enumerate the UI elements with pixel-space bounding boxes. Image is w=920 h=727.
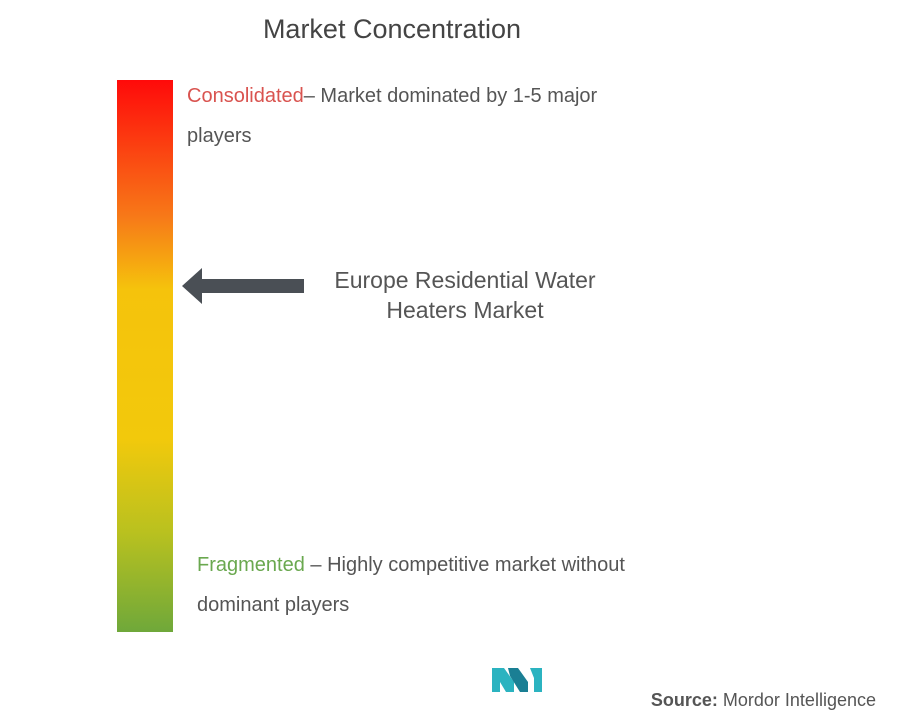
- title: Market Concentration: [262, 14, 522, 44]
- logo-left: [492, 668, 514, 692]
- concentration-gradient: [117, 80, 173, 632]
- logo-right: [530, 668, 542, 692]
- logo: [492, 668, 542, 692]
- logo-mid: [508, 668, 528, 692]
- consolidated-description: – Market dominated by 1-5 major players: [187, 85, 598, 147]
- source: Source: Mordor Intelligence: [651, 690, 876, 711]
- consolidated-label: Consolidated: [187, 85, 304, 107]
- source-name: Mordor Intelligence: [722, 690, 876, 710]
- source-label: Source:: [650, 690, 718, 710]
- arrow: [182, 268, 304, 304]
- arrow-shape: [182, 268, 304, 304]
- fragmented-label: Fragmented: [197, 554, 305, 576]
- market-label: Europe Residential Water Heaters Market: [334, 267, 596, 323]
- fragmented-description: – Highly competitive market without domi…: [197, 554, 625, 616]
- consolidated-note: Consolidated– Market dominated by 1-5 ma…: [187, 76, 657, 156]
- fragmented-note: Fragmented – Highly competitive market w…: [197, 545, 687, 625]
